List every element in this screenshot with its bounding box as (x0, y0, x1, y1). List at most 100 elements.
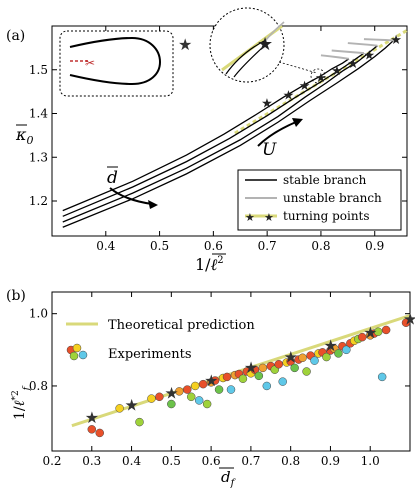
b-experiment-point (302, 367, 311, 376)
b-experiment-point (194, 396, 204, 405)
a-xtick-label: 0.6 (204, 239, 223, 253)
zoom-stable-2 (233, 43, 267, 78)
b-experiment-point (334, 349, 343, 358)
legend-turning-label: turning points (283, 209, 370, 223)
a-xtick-label: 0.9 (365, 239, 384, 253)
a-xtick-label: 0.5 (150, 239, 169, 253)
b-theory-star: ★ (164, 383, 178, 402)
a-turning-point-star: ★ (390, 33, 402, 48)
panel-a-label: (a) (6, 28, 25, 44)
b-xtick-label: 0.2 (42, 454, 61, 468)
b-ytick-label: 0.8 (29, 379, 48, 393)
a-turning-point-star: ★ (299, 79, 311, 94)
u-arrow-label: U (262, 140, 277, 160)
inset-shape-box (59, 30, 174, 97)
b-experiment-point (155, 392, 164, 402)
b-experiment-point (238, 374, 248, 383)
b-xtick-label: 1.0 (361, 454, 380, 468)
b-experiment-point (147, 394, 156, 403)
b-xtick-label: 0.6 (202, 454, 221, 468)
b-experiment-point (377, 372, 387, 382)
b-theory-star: ★ (204, 371, 218, 390)
a-unstable-branch-2 (347, 42, 378, 47)
d-arrow (109, 187, 153, 205)
b-theory-star: ★ (85, 408, 99, 427)
zoom-turning-point-star: ★ (257, 34, 273, 55)
b-experiment-point (322, 352, 331, 362)
b-theory-star: ★ (125, 396, 139, 415)
legend-exp-dot-2 (72, 343, 82, 353)
b-experiment-point (342, 345, 351, 355)
panel-a-plot: ★ ★ ★ ★ ★ ★ ★ ★ (62, 29, 408, 228)
b-experiment-point (175, 387, 184, 396)
panel-a-outlier-star: ★ (178, 35, 192, 54)
a-xtick-label: 0.4 (96, 239, 115, 253)
legend-stable-label: stable branch (283, 173, 367, 187)
zoom-unstable (265, 21, 285, 41)
panel-b-xlabel: df (221, 468, 237, 489)
b-ytick-label: 1.0 (29, 307, 48, 321)
a-turning-point-star: ★ (347, 57, 359, 72)
a-ytick-label: 1.2 (29, 194, 48, 208)
b-xtick-label: 0.3 (82, 454, 101, 468)
legend-theory-label: Theoretical prediction (108, 318, 255, 333)
b-experiment-point (186, 392, 196, 402)
b-experiment-point (87, 425, 97, 434)
b-experiment-point (222, 372, 232, 382)
a-stable-branch-2 (62, 45, 378, 223)
a-stable-branch-1 (62, 39, 394, 228)
b-theory-star: ★ (403, 309, 415, 328)
panel-b-legend: Theoretical prediction Experiments (66, 318, 255, 362)
b-experiment-point (182, 385, 192, 394)
u-arrow-head (292, 118, 303, 127)
b-experiment-point (250, 365, 260, 374)
legend-turning-star-2: ★ (264, 211, 274, 224)
b-experiment-point (202, 399, 212, 409)
panel-b-ylabel: 1/ℓ*2f (11, 385, 32, 420)
legend-unstable-label: unstable branch (283, 191, 382, 205)
b-experiment-point (373, 327, 383, 336)
b-experiment-point (210, 376, 220, 385)
b-experiment-point (274, 360, 283, 369)
panel-a-ticks: 0.4 0.5 0.6 0.7 0.8 0.9 1.2 1.3 1.4 1.5 (29, 26, 407, 253)
inset-loop-shape (69, 36, 162, 86)
b-experiment-point (226, 385, 236, 394)
zoom-target-circle (310, 68, 326, 84)
b-experiment-point (298, 353, 307, 363)
panel-b-ticks: 0.2 0.3 0.4 0.5 0.6 0.7 0.8 0.9 1.0 0.8 1.0 (29, 292, 410, 468)
b-experiment-point (115, 404, 124, 413)
b-experiment-point (190, 381, 200, 391)
panel-a-xlabel: 1/ℓ2 (195, 255, 224, 274)
zoom-stable-1 (225, 39, 267, 75)
panel-b-plot: ★ ★ ★ ★ ★ ★ ★ ★ ★ (71, 309, 415, 438)
b-xtick-label: 0.8 (281, 454, 300, 468)
b-experiment-point (381, 325, 391, 335)
legend-exp-dot-3 (69, 351, 79, 361)
b-xtick-label: 0.9 (321, 454, 340, 468)
b-experiment-point (214, 385, 224, 394)
u-arrow (257, 121, 297, 147)
b-experiment-point (258, 363, 268, 373)
a-stable-branch-4 (62, 58, 350, 212)
b-theory-star: ★ (363, 323, 377, 342)
zoom-connector (278, 61, 318, 74)
a-stable-branch-3 (62, 52, 365, 217)
a-unstable-branch-4 (320, 54, 350, 60)
a-turning-point-star: ★ (283, 89, 295, 104)
a-unstable-branch-3 (331, 49, 365, 55)
b-theory-star: ★ (284, 347, 298, 366)
a-ytick-label: 1.3 (29, 150, 48, 164)
b-experiment-point (262, 381, 272, 391)
a-turning-point-star: ★ (363, 48, 375, 63)
b-experiment-point (198, 379, 208, 389)
b-theory-star: ★ (323, 336, 337, 355)
scissors-icon: ✂ (85, 56, 95, 70)
legend-exp-dot-4 (78, 350, 88, 360)
b-experiment-point (310, 356, 319, 365)
b-xtick-label: 0.7 (241, 454, 260, 468)
b-experiment-point (286, 357, 295, 366)
panel-b-frame (51, 291, 411, 452)
d-arrow-label: d (107, 168, 118, 188)
panel-a-ylabel: κ0 (15, 125, 34, 147)
